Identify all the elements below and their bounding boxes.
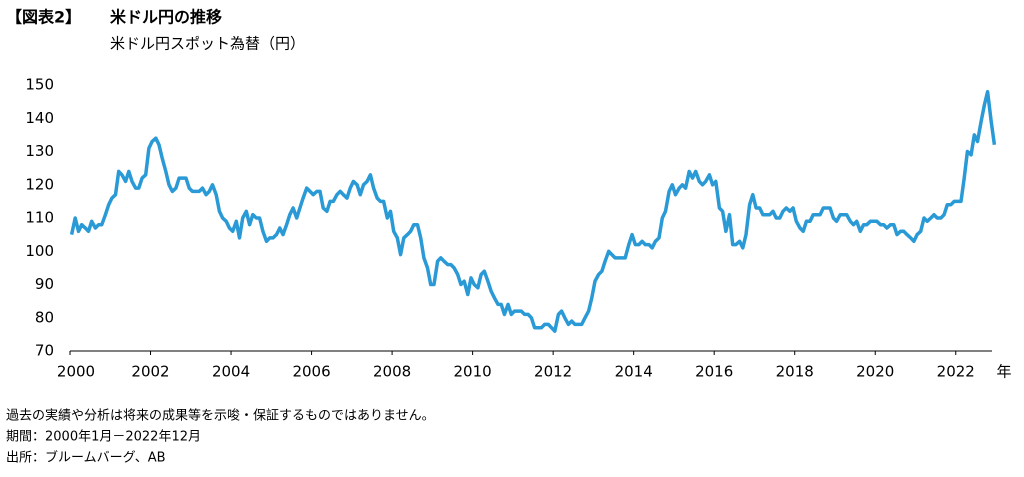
y-tick-label: 120: [25, 175, 54, 193]
x-tick-label: 2004: [212, 363, 250, 381]
chart-label: 【図表2】: [6, 8, 81, 27]
chart-subtitle: 米ドル円スポット為替（円）: [110, 35, 305, 53]
chart-title: 米ドル円の推移: [110, 8, 222, 27]
y-tick-label: 110: [25, 209, 54, 227]
x-tick-label: 2016: [695, 363, 733, 381]
x-tick-label: 2002: [131, 363, 169, 381]
note: 出所：ブルームバーグ、AB: [6, 450, 166, 466]
y-tick-label: 140: [25, 109, 54, 127]
y-tick-label: 100: [25, 242, 54, 260]
y-tick-label: 80: [35, 308, 54, 326]
y-tick-label: 70: [35, 342, 54, 360]
x-tick-label: 2022: [937, 363, 975, 381]
note: 過去の実績や分析は将来の成果等を示唆・保証するものではありません。: [6, 408, 435, 424]
price-line: [69, 89, 997, 333]
x-tick-label: 2010: [454, 363, 492, 381]
y-tick-label: 150: [25, 76, 54, 94]
y-tick-label: 130: [25, 142, 54, 160]
x-tick-label: 2018: [776, 363, 814, 381]
note: 期間：2000年1月－2022年12月: [6, 430, 201, 445]
x-tick-label: 2008: [373, 363, 411, 381]
x-tick-label: 2006: [292, 363, 330, 381]
x-axis-label: 年: [996, 363, 1011, 381]
x-tick-label: 2000: [57, 363, 95, 381]
x-tick-label: 2020: [856, 363, 894, 381]
x-tick-label: 2014: [615, 363, 653, 381]
y-tick-label: 90: [35, 275, 54, 293]
x-tick-label: 2012: [534, 363, 572, 381]
